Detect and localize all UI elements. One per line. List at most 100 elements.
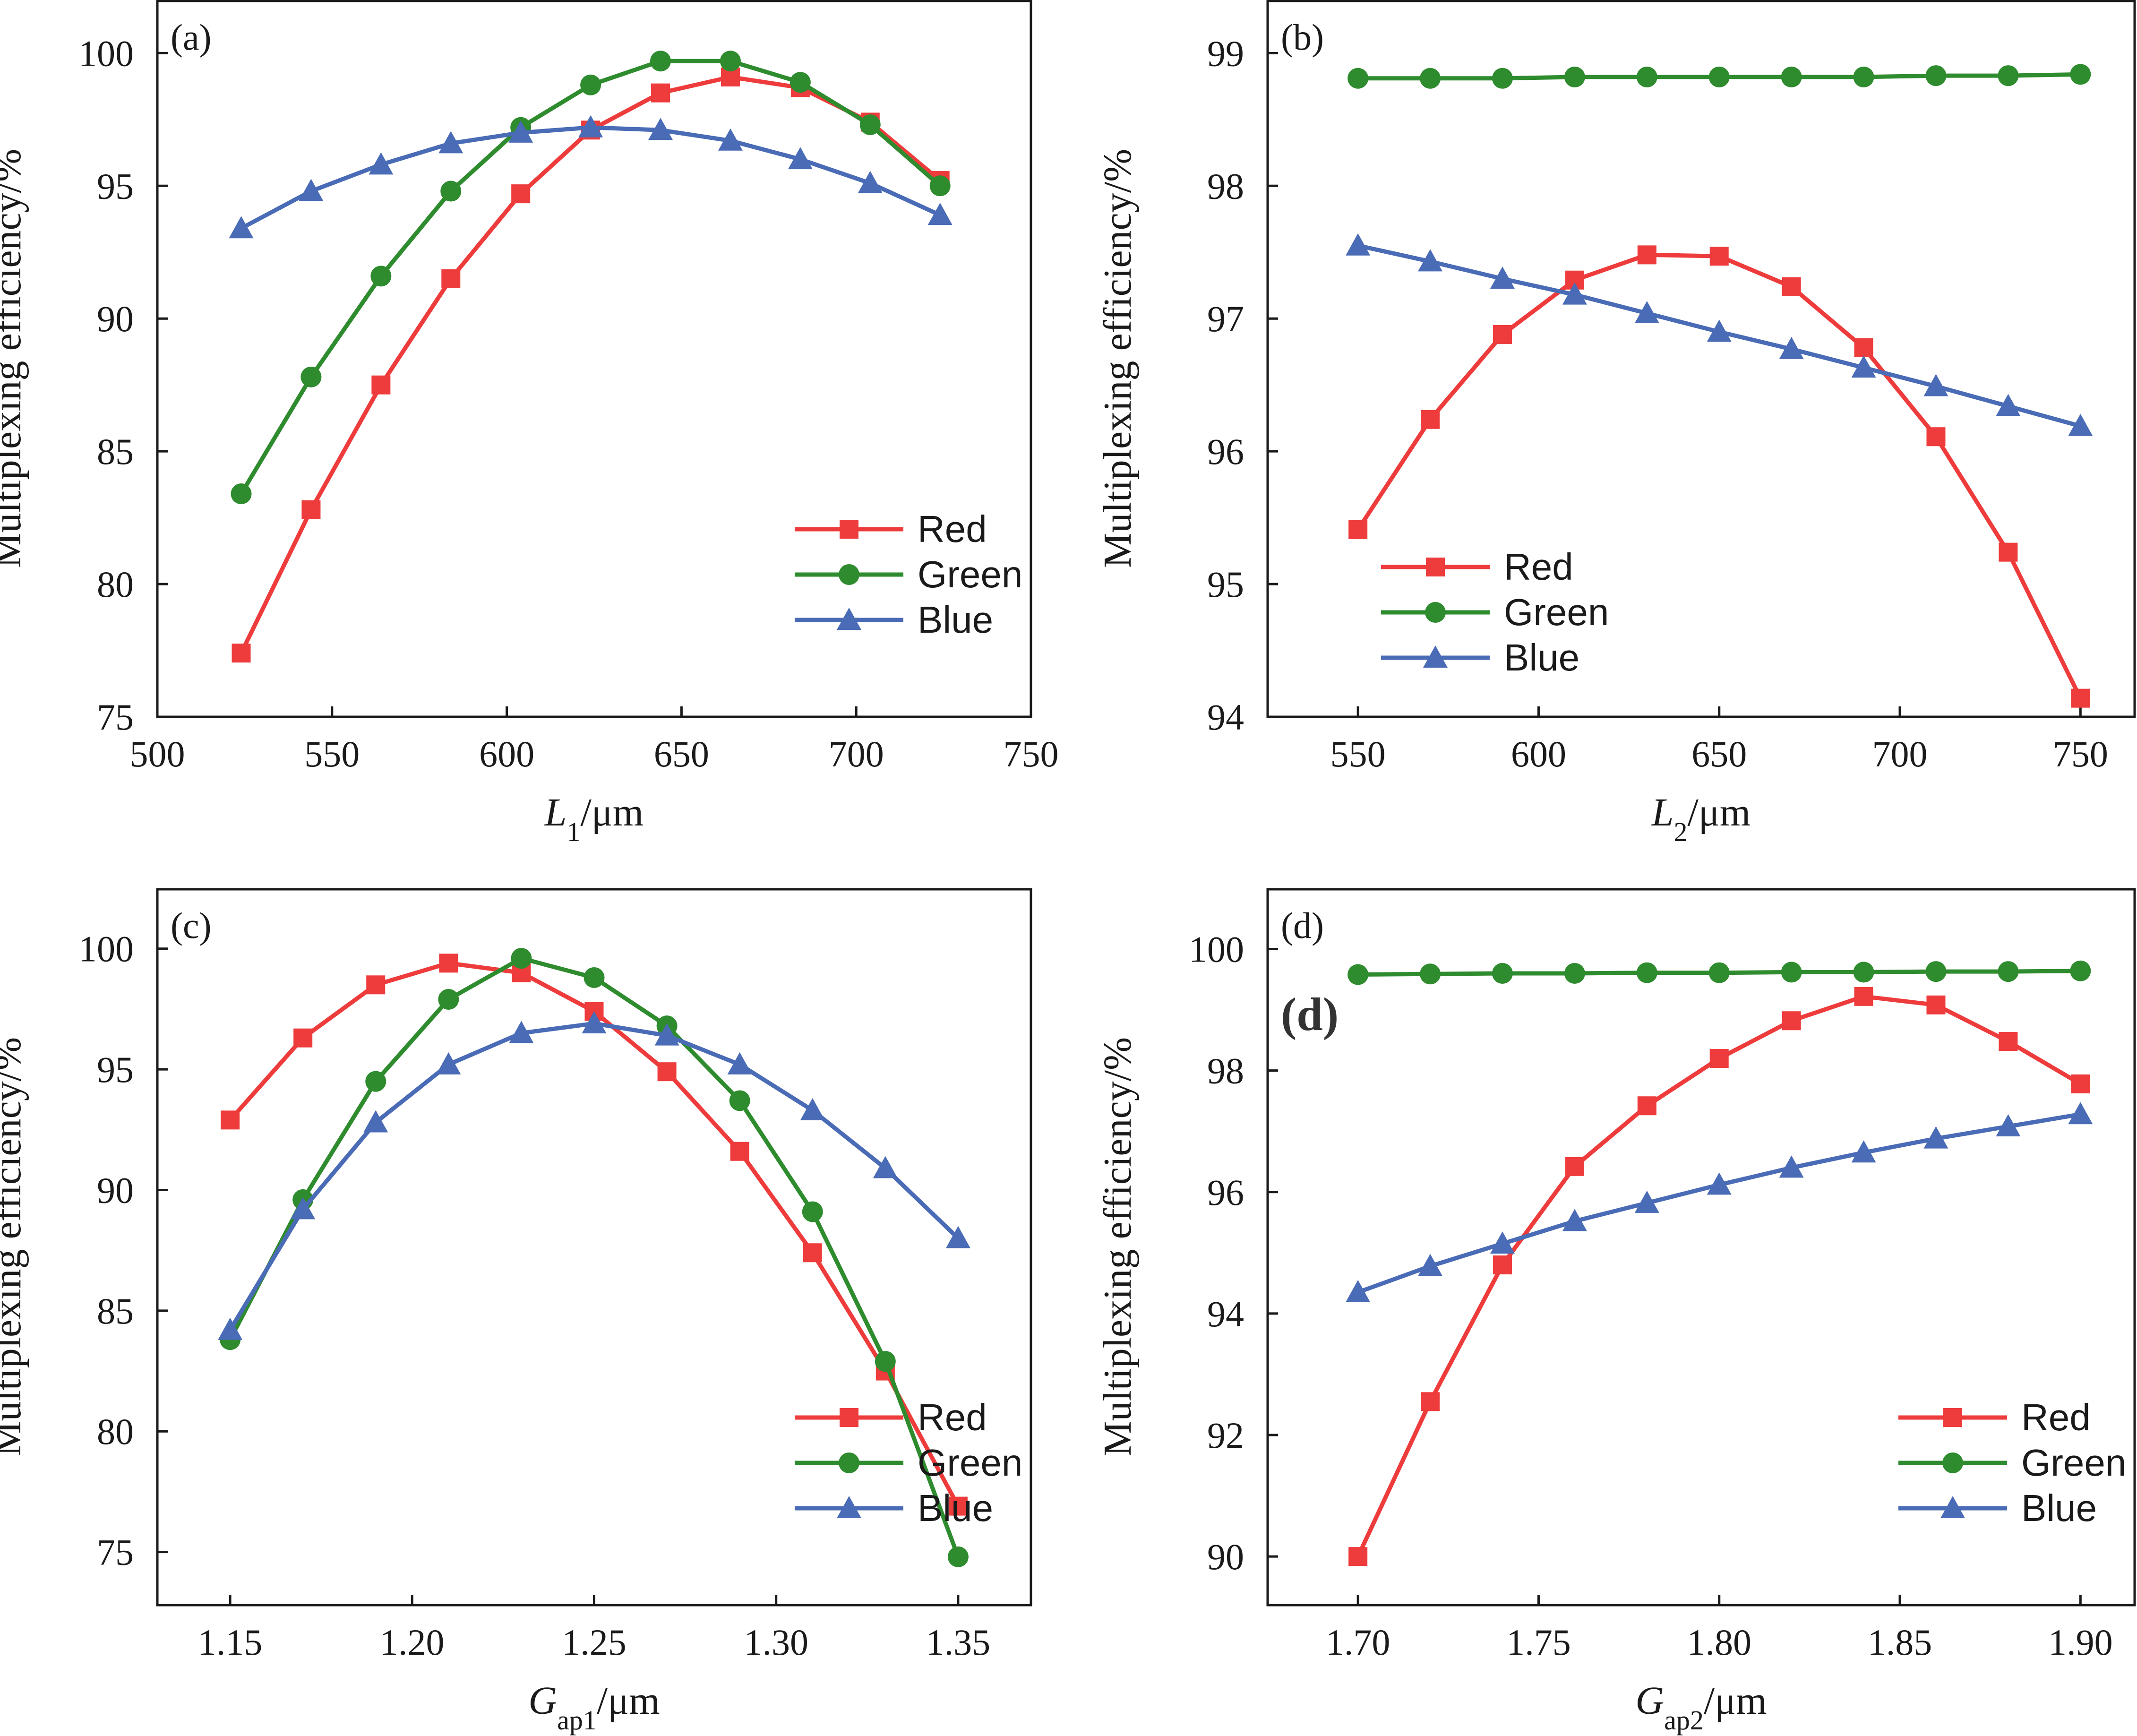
series-blue (218, 1011, 970, 1340)
y-tick-label: 95 (1207, 564, 1244, 605)
y-tick-label: 85 (97, 431, 134, 472)
data-point-green (580, 74, 601, 95)
x-axis-subscript: 2 (1674, 816, 1688, 847)
x-axis-unit: /μm (597, 1679, 660, 1723)
data-point-blue (1634, 1190, 1659, 1213)
data-point-green (584, 967, 605, 988)
data-point-green (365, 1071, 386, 1092)
x-tick-label: 1.30 (744, 1622, 808, 1663)
legend-marker-green (839, 564, 859, 585)
legend-label-green: Green (2021, 1442, 2126, 1484)
data-point-blue (218, 1317, 243, 1340)
data-point-green (1781, 66, 1802, 87)
x-tick-label: 650 (1691, 733, 1747, 774)
x-axis-subscript: 1 (567, 816, 581, 847)
data-point-red (803, 1243, 822, 1263)
data-point-green (650, 51, 671, 72)
legend-label-blue: Blue (1504, 636, 1579, 679)
x-tick-label: 600 (479, 733, 534, 774)
data-point-green (1564, 66, 1585, 87)
data-point-green (370, 266, 392, 287)
series-green (1347, 64, 2091, 89)
data-point-green (1998, 65, 2019, 86)
data-point-blue (299, 179, 324, 201)
data-point-blue (945, 1226, 970, 1248)
data-point-green (1492, 68, 1513, 89)
data-point-red (1709, 247, 1729, 266)
series-blue (1346, 1102, 2093, 1302)
legend-marker-green (839, 1452, 859, 1473)
data-point-blue (582, 1011, 607, 1034)
data-point-red (1637, 1096, 1656, 1116)
data-point-red (1854, 987, 1873, 1006)
data-point-red (730, 1142, 749, 1161)
data-point-green (1636, 962, 1657, 983)
data-point-blue (1779, 336, 1804, 359)
x-axis-unit: /μm (1688, 791, 1751, 834)
data-point-green (2070, 64, 2091, 85)
data-point-green (511, 948, 532, 969)
legend-marker-red (840, 520, 858, 539)
panel-label: (a) (171, 17, 212, 58)
data-point-blue (438, 131, 463, 154)
data-point-blue (363, 1110, 388, 1133)
data-point-red (441, 269, 461, 288)
data-point-green (440, 180, 462, 202)
data-point-blue (1562, 1209, 1587, 1231)
x-tick-label: 1.15 (198, 1622, 263, 1663)
data-point-blue (1490, 266, 1515, 289)
series-red (1348, 245, 2090, 708)
y-axis-title: Multiplexing efficiency/% (1096, 149, 1140, 568)
legend-label-blue: Blue (918, 1487, 993, 1529)
data-point-green (929, 175, 951, 197)
data-point-green (1564, 963, 1585, 984)
x-axis-variable: L (1651, 791, 1674, 834)
data-point-green (790, 72, 811, 93)
data-point-blue (1418, 1254, 1443, 1276)
y-tick-label: 98 (1207, 165, 1244, 206)
legend-label-red: Red (1504, 546, 1573, 588)
plot-frame (1266, 0, 2136, 718)
y-tick-label: 80 (97, 564, 134, 605)
y-axis-title: Multiplexing efficiency/% (0, 149, 29, 568)
data-point-red (651, 83, 670, 103)
y-tick-label: 98 (1207, 1050, 1244, 1091)
data-point-blue (508, 120, 533, 143)
series-blue (1346, 233, 2093, 436)
data-point-green (1492, 963, 1513, 984)
y-tick-label: 94 (1207, 696, 1244, 738)
data-point-blue (858, 171, 883, 193)
panel-a: 500 550 600 650 700 750 75 80 85 90 95 100 L1/μm Mult… (0, 0, 1059, 847)
y-tick-label: 94 (1207, 1293, 1244, 1334)
data-point-red (1999, 1031, 2018, 1051)
data-point-blue (1996, 1114, 2021, 1136)
data-point-red (1637, 245, 1656, 265)
data-point-blue (788, 147, 813, 170)
data-point-red (1348, 1547, 1368, 1566)
legend-marker-red (1943, 1408, 1962, 1427)
data-point-red (1782, 277, 1801, 296)
data-point-green (802, 1201, 823, 1222)
y-tick-label: 90 (1207, 1536, 1244, 1577)
x-axis-unit: /μm (581, 791, 644, 834)
legend-label-green: Green (918, 553, 1022, 595)
x-axis-variable: L (544, 791, 567, 834)
data-point-red (232, 644, 251, 663)
inner-panel-label: (d) (1281, 988, 1339, 1040)
data-point-green (1781, 962, 1802, 983)
series-red (1348, 987, 2090, 1566)
y-tick-label: 95 (97, 1049, 134, 1090)
data-point-blue (1996, 394, 2021, 416)
data-point-red (657, 1062, 677, 1082)
data-point-blue (1634, 301, 1659, 323)
y-axis-title: Multiplexing efficiency/% (0, 1037, 29, 1456)
data-point-blue (718, 128, 743, 151)
data-point-green (859, 114, 881, 136)
data-point-green (1925, 961, 1947, 982)
data-point-red (2071, 688, 2090, 708)
data-point-blue (578, 115, 603, 138)
x-axis-unit: /μm (1704, 1679, 1767, 1723)
legend-marker-blue (1940, 1496, 1965, 1518)
